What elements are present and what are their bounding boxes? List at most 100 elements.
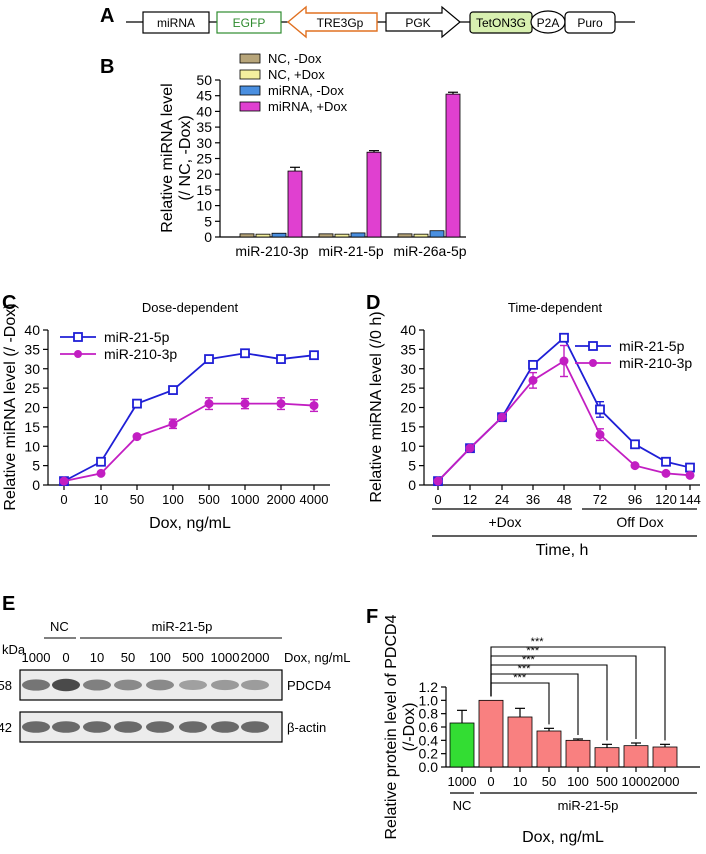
chart-b-y-tick-label: 20 xyxy=(196,166,212,182)
chart-d-y-tick-label: 0 xyxy=(408,477,416,493)
chart-f-y-tick-label: 0.0 xyxy=(419,759,439,775)
chart-d-y-tick-label: 30 xyxy=(400,361,416,377)
chart-d-x-tick-label: 96 xyxy=(628,492,642,507)
construct-diagram: miRNA EGFP TRE3Gp PGK TetON3G P2A Puro xyxy=(126,5,635,39)
chart-b-x-tick-label: miR-21-5p xyxy=(318,243,384,259)
chart-c-point xyxy=(168,419,178,429)
chart-d-point xyxy=(661,456,671,467)
chart-f-y-tick-label: 1.0 xyxy=(419,692,439,708)
western-band xyxy=(22,721,50,733)
construct-teton3g-label: TetON3G xyxy=(476,16,526,30)
chart-d-x-tick-label: 144 xyxy=(679,492,701,507)
chart-f-x-tick-label: 1000 xyxy=(622,774,651,789)
chart-f-y-tick-label: 0.2 xyxy=(419,746,439,762)
chart-f-y-tick-label: 0.6 xyxy=(419,719,439,735)
chart-d-point xyxy=(685,462,695,473)
western-band xyxy=(52,721,80,733)
chart-f-sig-bracket xyxy=(490,646,666,741)
chart-b-legend-swatch xyxy=(239,101,261,112)
panel-label-d: D xyxy=(366,292,380,314)
chart-f-bar xyxy=(594,747,620,768)
western-dose-label: 1000 xyxy=(22,650,51,665)
panel-label-e: E xyxy=(2,593,15,615)
chart-d-y-tick-label: 35 xyxy=(400,341,416,357)
chart-d-x-tick-label: 72 xyxy=(593,492,607,507)
chart-f-x-tick-label: 0 xyxy=(487,774,494,789)
chart-c-x-tick-label: 2000 xyxy=(267,492,296,507)
chart-b-legend-swatch xyxy=(239,69,261,80)
chart-c-point xyxy=(276,399,286,409)
chart-f-x-tick-label: 10 xyxy=(513,774,527,789)
chart-c-series-line xyxy=(63,352,315,482)
chart-c-legend-label: miR-210-3p xyxy=(104,346,177,362)
chart-c-point xyxy=(59,476,69,486)
western-dose-label: 50 xyxy=(121,650,135,665)
chart-d-x-tick-label: 0 xyxy=(434,492,441,507)
chart-b-bar xyxy=(287,170,303,238)
western-band xyxy=(83,721,111,733)
western-band xyxy=(114,679,142,691)
chart-c-point xyxy=(204,399,214,409)
chart-b-bar xyxy=(413,233,429,238)
construct-pgk xyxy=(385,5,461,39)
western-protein-label: β-actin xyxy=(287,720,326,735)
chart-d-legend-label: miR-21-5p xyxy=(619,338,685,354)
chart-d-point xyxy=(433,476,443,486)
chart-b-bar xyxy=(239,233,255,238)
chart-f-bar xyxy=(623,745,649,768)
western-band xyxy=(146,721,174,733)
chart-b-y-label: Relative miRNA level(/ NC, -Dox) xyxy=(159,83,194,232)
chart-d-legend-label: miR-210-3p xyxy=(619,355,692,371)
chart-b-legend-label: miRNA, +Dox xyxy=(268,99,348,114)
chart-f-group-label: miR-21-5p xyxy=(558,798,619,813)
panel-label-c: C xyxy=(2,292,16,314)
chart-c-point xyxy=(276,354,286,364)
chart-c-title: Dose-dependent xyxy=(142,300,239,315)
chart-f-x-tick-label: 50 xyxy=(542,774,556,789)
construct-tre3gp-label: TRE3Gp xyxy=(317,16,364,30)
chart-d: 0 5 10 15 20 25 30 35 40 0 12 24 36 48 72 96 120 144 Time-… xyxy=(368,300,701,559)
chart-c-y-tick-label: 25 xyxy=(24,380,40,396)
chart-c-x-tick-label: 1000 xyxy=(231,492,260,507)
chart-d-x-tick-label: 36 xyxy=(526,492,540,507)
western-band xyxy=(211,721,239,733)
western-blot: NC miR-21-5p kDa Dox, ng/mL 1000 0 10 50 100… xyxy=(0,619,350,743)
chart-c-point xyxy=(132,398,142,409)
chart-f-y-tick-label: 0.4 xyxy=(419,732,439,748)
western-band xyxy=(22,679,50,691)
chart-b-y-tick-label: 30 xyxy=(196,135,212,151)
chart-b-y-tick-label: 10 xyxy=(196,198,212,214)
chart-b-y-tick-label: 35 xyxy=(196,119,212,135)
chart-b-legend-swatch xyxy=(239,85,261,96)
chart-b-bar xyxy=(255,233,271,238)
chart-d-point xyxy=(497,412,507,422)
chart-c-y-tick-label: 15 xyxy=(24,419,40,435)
western-dose-label: 500 xyxy=(182,650,204,665)
chart-c-legend-marker xyxy=(74,350,82,358)
chart-d-y-tick-label: 5 xyxy=(408,458,416,474)
chart-d-x-tick-label: 12 xyxy=(463,492,477,507)
western-band xyxy=(83,679,111,691)
chart-d-series-line xyxy=(437,359,691,482)
chart-f-group-label: NC xyxy=(453,798,472,813)
chart-b-bar xyxy=(445,93,461,238)
chart-d-y-label: Relative miRNA level (/0 h) xyxy=(368,311,385,502)
chart-d-legend-marker xyxy=(588,341,598,351)
chart-c-x-tick-label: 0 xyxy=(60,492,67,507)
panel-label-a: A xyxy=(100,5,114,27)
chart-b-legend-swatch xyxy=(239,53,261,64)
chart-d-y-tick-label: 20 xyxy=(400,400,416,416)
chart-c-y-tick-label: 35 xyxy=(24,341,40,357)
chart-b-y-tick-label: 40 xyxy=(196,103,212,119)
construct-mirna xyxy=(142,11,210,34)
chart-f-bar xyxy=(449,722,475,768)
chart-c-point xyxy=(309,401,319,411)
chart-c-y-tick-label: 0 xyxy=(32,477,40,493)
chart-b-x-tick-label: miR-210-3p xyxy=(235,243,308,259)
chart-c-point xyxy=(96,456,106,467)
chart-c-point xyxy=(240,348,250,359)
chart-c-y-tick-label: 40 xyxy=(24,322,40,338)
chart-b-bar xyxy=(397,233,413,238)
western-protein-label: PDCD4 xyxy=(287,678,331,693)
chart-d-point xyxy=(559,356,569,366)
